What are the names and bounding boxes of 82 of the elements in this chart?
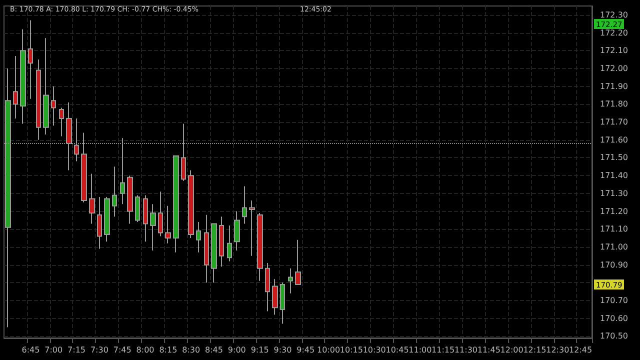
x-tick-label: 11:00 [408,346,432,354]
candlestick [74,118,79,162]
candlestick [97,196,102,250]
y-tick-label: 171.10 [600,224,628,234]
x-tick-label: 6:45 [22,346,40,354]
x-tick-label: 9:15 [250,346,269,354]
y-tick-label: 172.20 [600,28,628,38]
candlestick [257,212,263,282]
x-tick-label: 10:15 [340,346,363,354]
y-tick-label: 170.60 [600,314,628,323]
candlestick [181,123,186,182]
candlestick [204,214,209,284]
candlestick [188,170,194,239]
candlestick [81,132,87,203]
x-tick-label: 7:15 [68,346,86,354]
candlestick [112,166,117,218]
y-tick-label: 172.00 [600,64,628,73]
candlestick [242,186,247,224]
candlestick [89,173,95,224]
candlestick [143,194,148,242]
candlestick [36,59,41,140]
y-tick-label: 171.30 [600,188,628,198]
x-tick-label: 11:15 [432,346,455,354]
x-tick-label: 9:00 [228,346,246,354]
candlestick [234,210,240,252]
x-tick-label: 12:45 [569,346,592,354]
candlestick [104,196,110,242]
candlestick [66,102,72,171]
candlestick [219,216,224,268]
candlestick [280,282,285,324]
x-tick-label: 10:00 [317,346,340,354]
candlestick [272,278,278,316]
x-tick-label: 10:30 [362,346,386,354]
candlestick [295,239,301,285]
x-tick-label: 12:30 [546,346,570,354]
candlestick [59,107,64,137]
x-tick-label: 7:45 [113,346,132,354]
x-tick-label: 12:15 [523,346,546,354]
y-tick-label: 171.80 [600,100,628,109]
x-tick-label: 7:00 [44,346,63,354]
candlestick [196,221,201,253]
candlestick [150,204,156,252]
x-tick-label: 11:45 [477,346,500,354]
y-tick-label: 172.30 [600,10,628,20]
y-tick-label: 171.50 [600,153,628,162]
candlestick [211,223,217,284]
candlestick [120,138,125,205]
x-tick-label: 7:30 [90,346,108,354]
candlestick [127,175,133,224]
y-tick-label: 170.90 [600,260,628,270]
x-tick-label: 8:45 [205,346,223,354]
y-tick-label: 171.00 [600,242,628,252]
y-tick-label: 170.50 [600,332,628,341]
candlestick [158,191,163,237]
y-tick-label: 171.40 [600,171,628,180]
candlestick [173,155,179,253]
candlestick [5,68,11,328]
candlestick [13,55,18,119]
y-tick-label: 171.20 [600,206,628,216]
y-tick-label: 170.70 [600,296,628,306]
y-tick-label: 171.60 [600,135,628,144]
candlestick [135,194,140,222]
x-tick-label: 11:30 [454,346,478,354]
x-tick-label: 12:00 [500,346,524,354]
candlestick [20,28,26,124]
candlestick [265,262,270,312]
x-tick-label: 8:15 [159,346,178,354]
x-tick-label: 9:45 [296,346,315,354]
x-tick-label: 9:30 [274,346,292,354]
candlestick [165,205,171,244]
x-tick-label: 10:45 [386,346,409,354]
y-tick-label: 171.70 [600,118,628,127]
candlestick [227,225,232,262]
y-tick-label: 171.90 [600,82,628,91]
y-tick-label: 172.10 [600,46,628,56]
candlestick [288,268,293,294]
candlestick [51,86,56,126]
x-tick-label: 8:30 [182,346,200,354]
x-tick-label: 8:00 [136,346,154,354]
candlestick [28,20,33,100]
candlestick [249,200,255,256]
candlestick [43,38,49,136]
